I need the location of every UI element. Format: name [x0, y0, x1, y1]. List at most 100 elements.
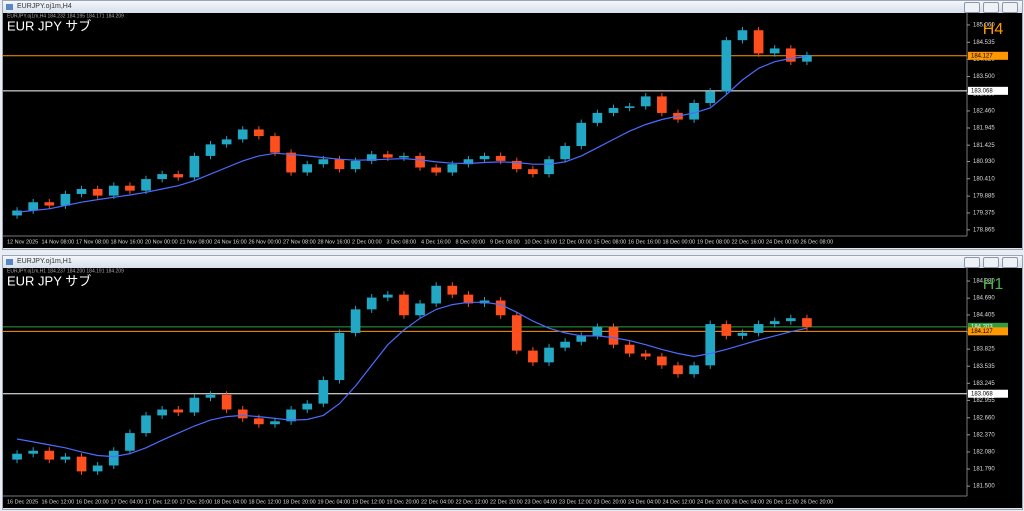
x-tick-label: 17 Nov 08:00 — [76, 239, 109, 245]
y-tick-label: 180.930 — [973, 159, 995, 165]
candle-body — [592, 112, 603, 123]
price-level-box — [968, 86, 1008, 95]
maximize-button[interactable] — [983, 2, 999, 13]
candle-body — [463, 294, 474, 304]
candle-body — [270, 421, 280, 425]
x-tick-label: 17 Dec 12:00 — [145, 499, 178, 505]
candle-body — [608, 327, 619, 345]
x-tick-label: 12 Dec 00:00 — [559, 239, 592, 245]
candle-body — [44, 450, 55, 460]
candle-body — [141, 415, 151, 434]
candle-body — [92, 189, 103, 196]
minimize-button[interactable] — [964, 2, 980, 13]
candle-body — [12, 453, 22, 460]
candle-body — [286, 409, 296, 422]
window-title: EURJPY.oj1m,H4 — [17, 3, 72, 10]
y-tick-label: 184.980 — [973, 279, 995, 285]
candle-body — [447, 285, 458, 295]
x-tick-label: 18 Nov 16:00 — [111, 239, 144, 245]
x-tick-label: 3 Dec 08:00 — [387, 239, 417, 245]
maximize-button[interactable] — [983, 257, 999, 268]
y-tick-label: 184.405 — [973, 313, 995, 319]
candle-body — [92, 465, 103, 472]
x-tick-label: 14 Nov 08:00 — [42, 239, 75, 245]
candle-body — [769, 48, 780, 54]
candle-body — [657, 356, 667, 366]
candle-body — [528, 169, 538, 175]
price-level-box — [968, 51, 1008, 60]
x-tick-label: 20 Nov 00:00 — [145, 239, 178, 245]
candle-body — [511, 315, 522, 351]
candle-body — [334, 159, 345, 170]
chart: 184.980184.690184.405184.115183.825183.5… — [3, 268, 1022, 508]
x-tick-label: 2 Dec 00:00 — [352, 239, 382, 245]
candle-body — [495, 300, 506, 316]
x-tick-label: 19 Dec 20:00 — [387, 499, 420, 505]
moving-average — [17, 56, 807, 213]
y-tick-label: 184.690 — [973, 296, 995, 302]
candle-body — [415, 303, 425, 316]
candle-body — [640, 353, 651, 357]
candle-body — [237, 129, 248, 140]
x-tick-label: 10 Dec 16:00 — [525, 239, 558, 245]
close-button[interactable] — [1002, 2, 1018, 13]
price-level-label: 184.127 — [971, 329, 993, 335]
minimize-button[interactable] — [964, 257, 980, 268]
y-tick-label: 178.865 — [973, 227, 995, 233]
y-tick-label: 182.660 — [973, 415, 995, 421]
x-tick-label: 19 Dec 04:00 — [318, 499, 351, 505]
price-level-label: 184.127 — [971, 53, 993, 59]
candle-body — [237, 409, 248, 419]
candle-body — [28, 450, 39, 454]
x-tick-label: 23 Dec 12:00 — [559, 499, 592, 505]
y-tick-label: 183.535 — [973, 364, 995, 370]
timeframe-label: H4 — [983, 21, 1004, 38]
title-bar: EURJPY.oj1m,H4 — [3, 1, 1022, 13]
x-tick-label: 28 Nov 16:00 — [318, 239, 351, 245]
y-tick-label: 182.370 — [973, 432, 995, 438]
candle-body — [205, 144, 216, 156]
y-tick-label: 181.945 — [973, 126, 995, 132]
candle-body — [721, 40, 732, 92]
timeframe-label: H1 — [983, 276, 1004, 293]
candle-body — [705, 91, 716, 104]
x-tick-label: 23 Dec 20:00 — [594, 499, 627, 505]
candle-body — [205, 394, 216, 398]
candle-body — [544, 347, 554, 363]
x-tick-label: 18 Dec 00:00 — [663, 239, 696, 245]
candle-body — [221, 139, 232, 145]
candle-body — [608, 107, 619, 113]
candle-body — [657, 96, 667, 113]
chart-window: EURJPY.oj1m,H1 184.980 184.690 184.405 184.… — [2, 255, 1023, 510]
candle-body — [141, 179, 151, 191]
candle-body — [737, 332, 748, 336]
candle-body — [157, 174, 167, 180]
x-tick-label: 23 Dec 04:00 — [525, 499, 558, 505]
candle-body — [44, 202, 55, 206]
x-tick-label: 9 Dec 08:00 — [490, 239, 520, 245]
x-tick-label: 18 Dec 20:00 — [283, 499, 316, 505]
candle-body — [270, 136, 280, 153]
candle-body — [382, 154, 393, 158]
x-tick-label: 12 Nov 2025 — [7, 239, 38, 245]
candle-body — [173, 409, 184, 413]
title-bar: EURJPY.oj1m,H1 — [3, 256, 1022, 268]
y-tick-label: 183.500 — [973, 74, 995, 80]
candle-body — [157, 409, 167, 416]
x-tick-label: 26 Nov 00:00 — [249, 239, 282, 245]
x-tick-label: 16 Dec 20:00 — [76, 499, 109, 505]
x-tick-label: 16 Dec 2025 — [7, 499, 38, 505]
candle-body — [382, 294, 393, 298]
close-button[interactable] — [1002, 257, 1018, 268]
candle-body — [28, 202, 39, 211]
x-tick-label: 16 Dec 16:00 — [628, 239, 661, 245]
chart-info: EURJPY.oj1m,H4 184.232 184.195 184.171 1… — [7, 13, 124, 19]
candle-body — [576, 122, 587, 147]
x-tick-label: 24 Dec 20:00 — [697, 499, 730, 505]
candle-body — [802, 55, 812, 62]
candle-body — [624, 344, 635, 354]
x-tick-label: 15 Dec 08:00 — [594, 239, 627, 245]
candle-body — [431, 285, 442, 304]
y-tick-label: 183.825 — [973, 347, 995, 353]
chart-window: EURJPY.oj1m,H4 185.060 184.535 184.020 183.… — [2, 0, 1023, 250]
